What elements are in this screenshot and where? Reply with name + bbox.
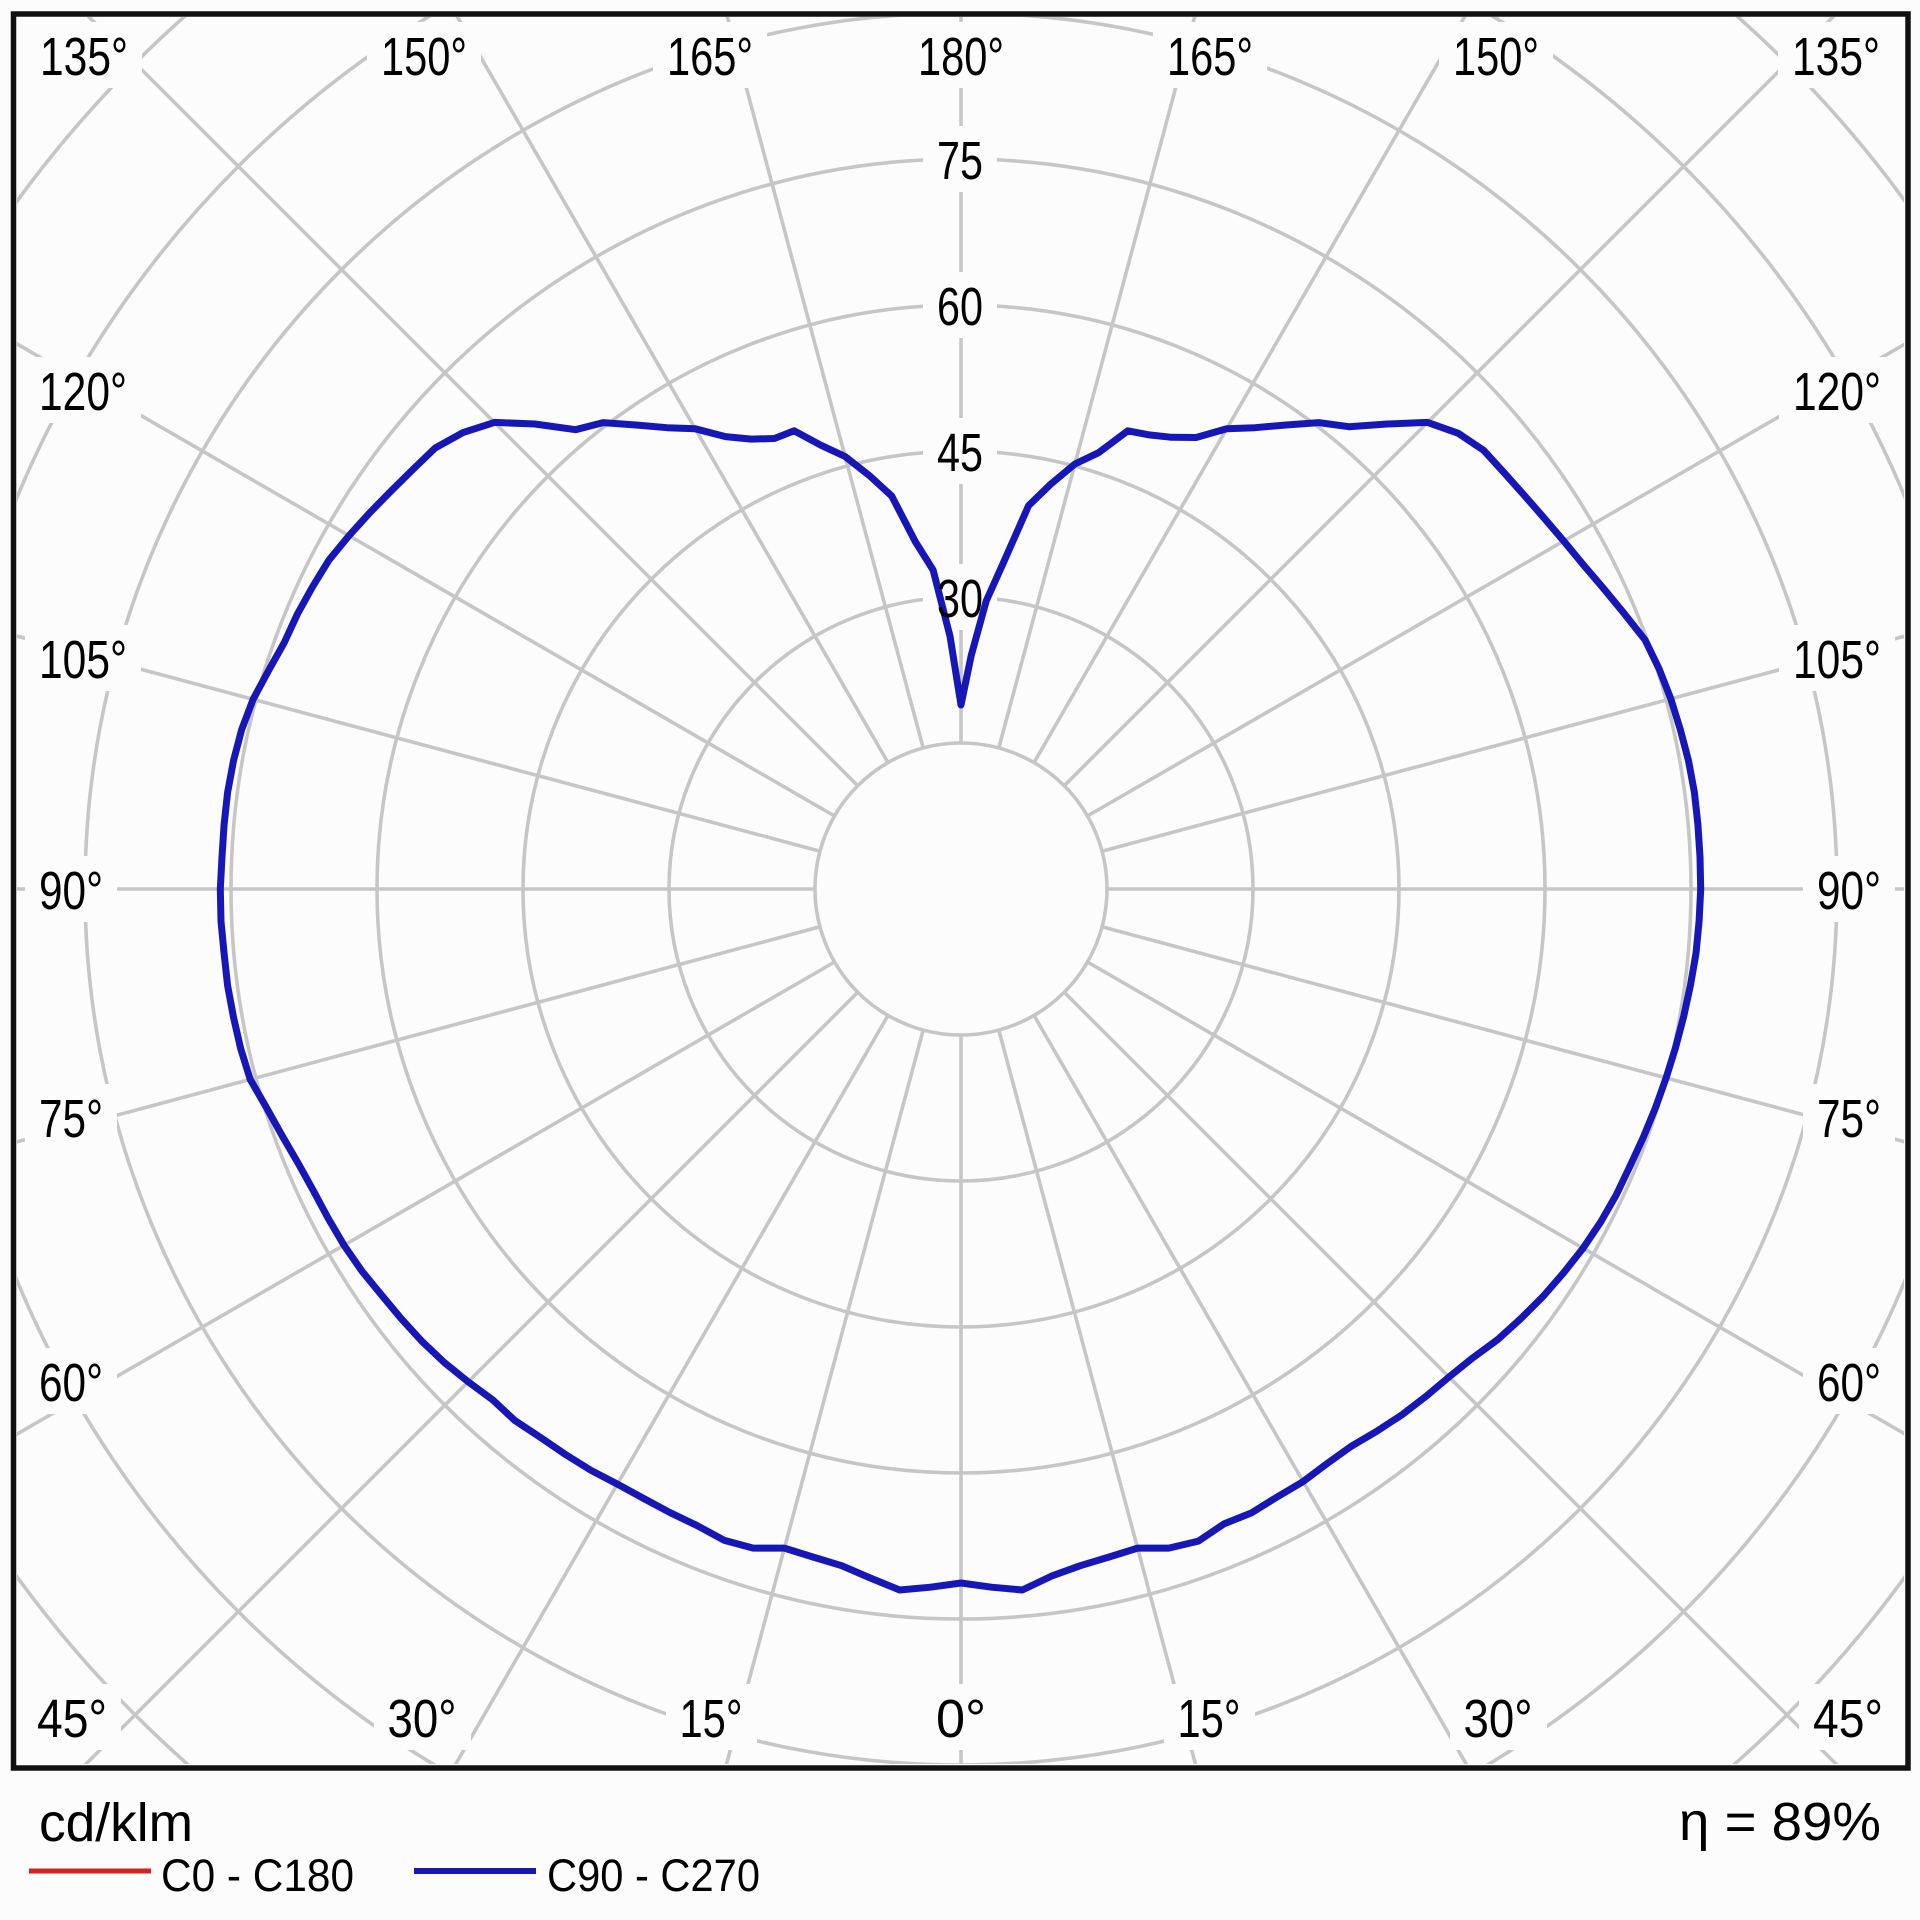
svg-text:120°: 120° bbox=[39, 362, 127, 422]
svg-text:0°: 0° bbox=[936, 1689, 986, 1749]
svg-text:C90 - C270: C90 - C270 bbox=[547, 1850, 760, 1901]
svg-text:η = 89%: η = 89% bbox=[1679, 1792, 1881, 1852]
svg-text:C0 - C180: C0 - C180 bbox=[161, 1850, 354, 1901]
svg-text:90°: 90° bbox=[39, 861, 103, 921]
svg-text:45°: 45° bbox=[37, 1689, 107, 1749]
svg-text:165°: 165° bbox=[667, 27, 753, 87]
svg-text:30°: 30° bbox=[1464, 1689, 1533, 1749]
svg-text:165°: 165° bbox=[1167, 27, 1253, 87]
svg-text:75°: 75° bbox=[1817, 1089, 1881, 1149]
svg-text:15°: 15° bbox=[1178, 1689, 1241, 1749]
svg-text:75°: 75° bbox=[39, 1089, 103, 1149]
svg-text:30: 30 bbox=[937, 569, 983, 629]
svg-text:105°: 105° bbox=[39, 630, 127, 690]
svg-text:150°: 150° bbox=[1453, 27, 1539, 87]
svg-text:45: 45 bbox=[937, 423, 983, 483]
svg-text:120°: 120° bbox=[1793, 362, 1881, 422]
svg-text:105°: 105° bbox=[1793, 630, 1881, 690]
svg-text:75: 75 bbox=[937, 131, 983, 191]
svg-text:150°: 150° bbox=[381, 27, 467, 87]
svg-text:135°: 135° bbox=[1792, 27, 1880, 87]
svg-text:45°: 45° bbox=[1813, 1689, 1883, 1749]
svg-text:60°: 60° bbox=[39, 1353, 103, 1413]
svg-text:180°: 180° bbox=[918, 27, 1004, 87]
svg-text:90°: 90° bbox=[1817, 861, 1881, 921]
svg-text:135°: 135° bbox=[40, 27, 128, 87]
svg-text:cd/klm: cd/klm bbox=[39, 1793, 193, 1853]
svg-text:30°: 30° bbox=[388, 1689, 457, 1749]
svg-text:60°: 60° bbox=[1817, 1353, 1881, 1413]
svg-text:15°: 15° bbox=[680, 1689, 743, 1749]
svg-text:60: 60 bbox=[937, 277, 983, 337]
